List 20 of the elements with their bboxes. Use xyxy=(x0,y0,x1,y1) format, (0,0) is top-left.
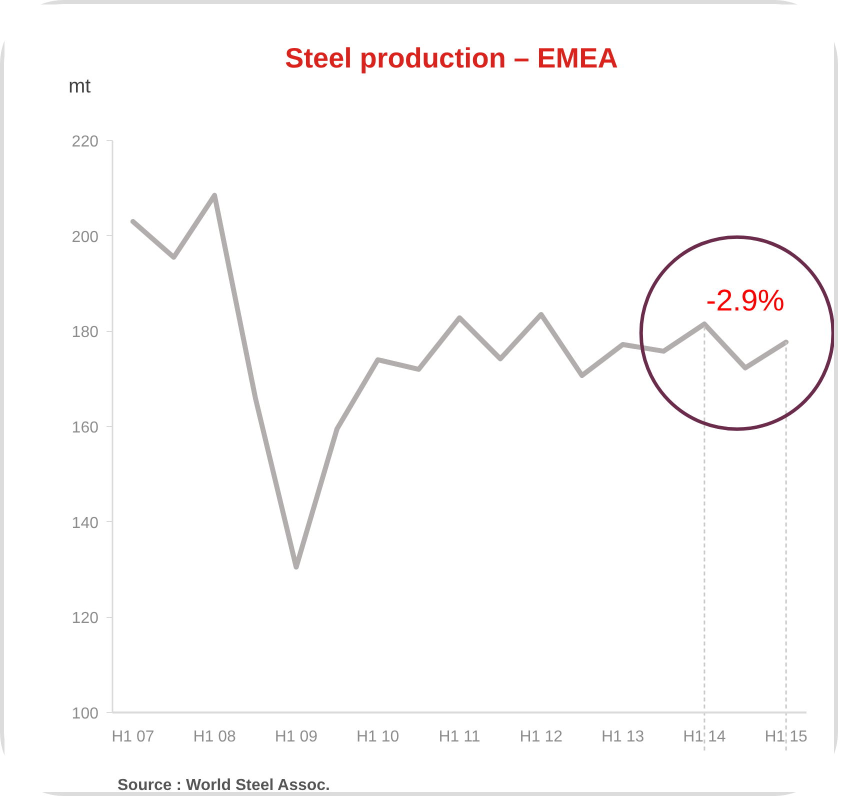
x-tick-label: H1 12 xyxy=(520,728,563,746)
x-tick-label: H1 15 xyxy=(764,728,808,746)
y-tick-label: 220 xyxy=(72,134,99,150)
y-tick-label: 120 xyxy=(72,610,99,628)
y-tick-label: 100 xyxy=(72,706,99,722)
x-tick-label: H1 14 xyxy=(683,728,726,746)
y-tick-label: 160 xyxy=(72,420,99,436)
source-note: Source : World Steel Assoc. xyxy=(118,777,330,794)
annotation: -2.9% xyxy=(706,284,784,318)
y-tick-label: 180 xyxy=(72,324,99,342)
y-tick-label: 140 xyxy=(72,514,99,532)
x-tick-label: H1 11 xyxy=(438,728,480,746)
x-tick-label: H1 13 xyxy=(601,728,644,746)
y-axis-title: mt xyxy=(68,76,92,98)
y-tick-label: 200 xyxy=(72,228,99,246)
chart-title: Steel production – EMEA xyxy=(285,42,618,74)
x-tick-label: H1 08 xyxy=(193,728,236,746)
x-tick-label: H1 07 xyxy=(112,728,154,746)
x-tick-label: H1 09 xyxy=(274,728,318,746)
x-tick-label: H1 10 xyxy=(356,728,400,746)
